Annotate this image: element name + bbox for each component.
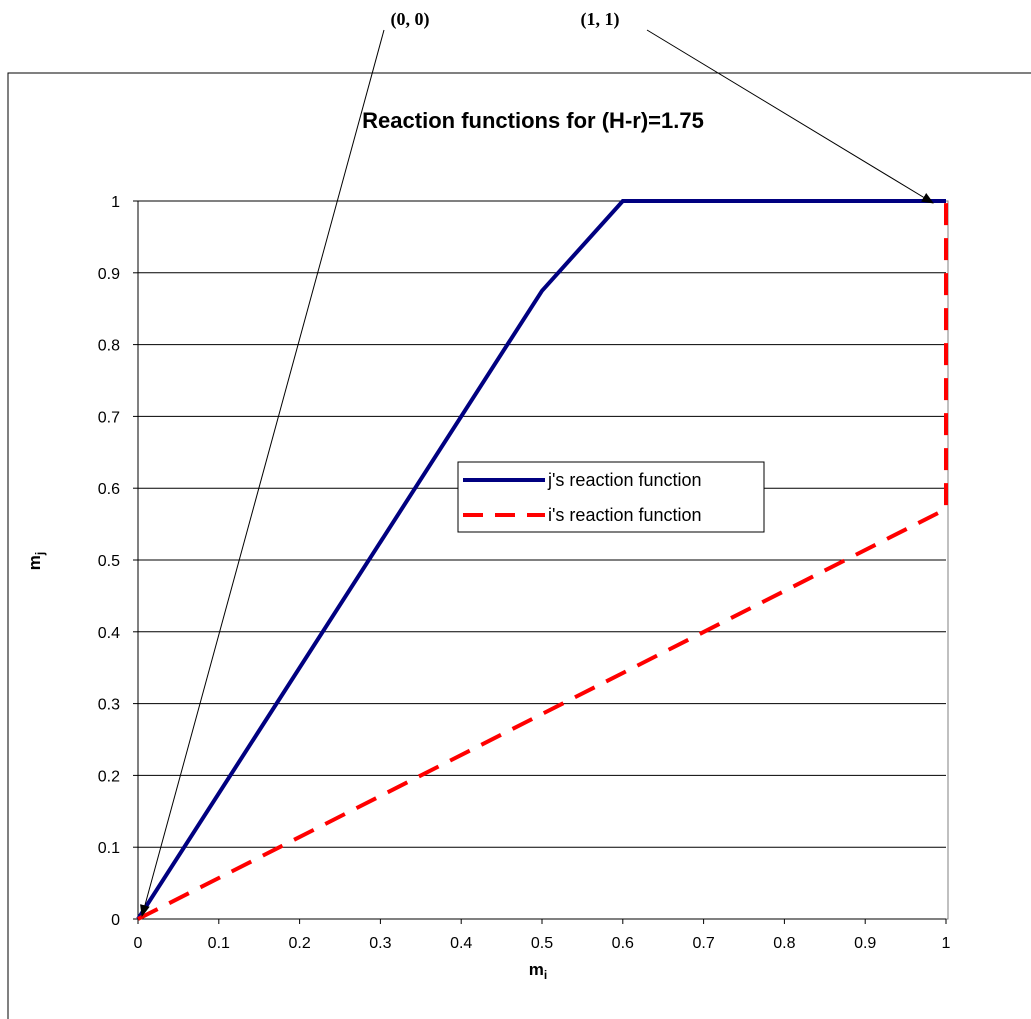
x-axis-title: mi: [529, 960, 547, 982]
y-tick-label: 0.9: [98, 266, 120, 283]
x-tick-label: 0.1: [208, 935, 230, 952]
legend-label-j: j's reaction function: [547, 470, 702, 490]
x-tick-label: 0.3: [369, 935, 391, 952]
callout-arrow-corner: [646, 29, 934, 204]
x-tick-label: 1: [942, 935, 951, 952]
y-axis-title: mj: [25, 552, 47, 570]
x-tick-label: 0.9: [854, 935, 876, 952]
y-tick-label: 1: [111, 194, 120, 211]
y-tick-label: 0.5: [98, 553, 120, 570]
y-tick-label: 0.6: [98, 481, 120, 498]
y-tick-label: 0.1: [98, 840, 120, 857]
chart-title: Reaction functions for (H-r)=1.75: [362, 108, 704, 133]
callout-arrow-origin: [140, 29, 385, 917]
y-tick-label: 0: [111, 912, 120, 929]
y-tick-label: 0.3: [98, 697, 120, 714]
series-group: [136, 199, 948, 921]
callouts: (0, 0) (1, 1): [140, 9, 934, 917]
x-tick-label: 0.7: [692, 935, 714, 952]
x-tick-label: 0.6: [612, 935, 634, 952]
tick-labels: 0 0.1 0.2 0.3 0.4 0.5 0.6 0.7 0.8 0.9 1 0 0.1 0.2 0.3 0…: [98, 194, 951, 952]
callout-label-corner: (1, 1): [581, 9, 620, 30]
y-tick-label: 0.7: [98, 409, 120, 426]
callout-label-origin: (0, 0): [391, 9, 430, 30]
y-tick-label: 0.8: [98, 338, 120, 355]
x-tick-label: 0.8: [773, 935, 795, 952]
x-tick-label: 0: [134, 935, 143, 952]
x-tick-label: 0.4: [450, 935, 472, 952]
axes: [133, 200, 947, 924]
legend-label-i: i's reaction function: [548, 505, 702, 525]
legend-box: [457, 461, 765, 533]
y-axis-title-subscript: j: [33, 552, 47, 556]
x-axis-title-subscript: i: [544, 968, 547, 982]
legend: j's reaction function i's reaction funct…: [457, 461, 765, 533]
y-axis-title-main: m: [25, 555, 44, 570]
y-tick-label: 0.2: [98, 768, 120, 785]
y-tick-label: 0.4: [98, 625, 120, 642]
x-tick-label: 0.5: [531, 935, 553, 952]
x-axis-title-main: m: [529, 960, 544, 979]
series-line-j-reaction: [136, 199, 946, 921]
x-tick-label: 0.2: [288, 935, 310, 952]
